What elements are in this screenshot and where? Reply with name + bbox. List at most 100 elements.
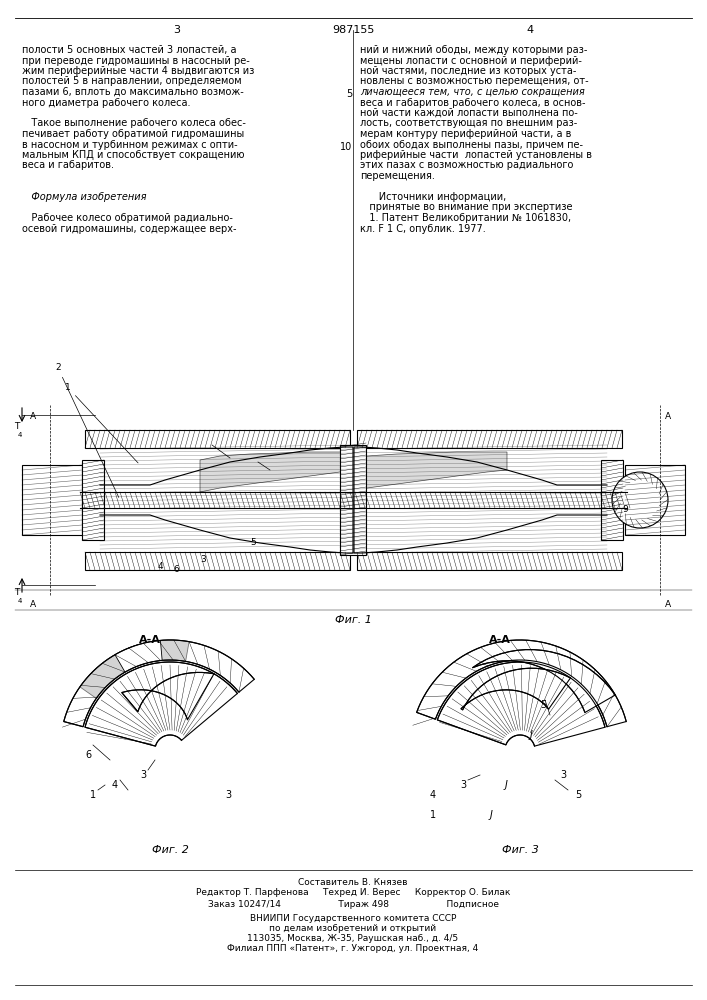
Circle shape — [612, 472, 668, 528]
Text: ВНИИПИ Государственного комитета СССР: ВНИИПИ Государственного комитета СССР — [250, 914, 456, 923]
Text: Составитель В. Князев: Составитель В. Князев — [298, 878, 408, 887]
Polygon shape — [64, 640, 255, 727]
Text: пазами 6, вплоть до максимально возмож-: пазами 6, вплоть до максимально возмож- — [22, 87, 244, 97]
Bar — [85, 552, 350, 570]
Bar — [601, 460, 623, 540]
Text: ной части каждой лопасти выполнена по-: ной части каждой лопасти выполнена по- — [360, 108, 578, 118]
Text: 3: 3 — [140, 770, 146, 780]
Text: Филиал ППП «Патент», г. Ужгород, ул. Проектная, 4: Филиал ППП «Патент», г. Ужгород, ул. Про… — [228, 944, 479, 953]
Text: 5: 5 — [346, 89, 352, 99]
Text: мальным КПД и способствует сокращению: мальным КПД и способствует сокращению — [22, 150, 245, 160]
Text: Фиг. 1: Фиг. 1 — [334, 615, 371, 625]
Text: жим периферийные части 4 выдвигаются из: жим периферийные части 4 выдвигаются из — [22, 66, 255, 76]
Text: Фиг. 2: Фиг. 2 — [151, 845, 189, 855]
Text: А-А: А-А — [139, 635, 161, 645]
Text: 6: 6 — [173, 565, 179, 574]
Text: 113035, Москва, Ж-35, Раушская наб., д. 4/5: 113035, Москва, Ж-35, Раушская наб., д. … — [247, 934, 459, 943]
Text: 4: 4 — [18, 432, 23, 438]
Text: обоих ободах выполнены пазы, причем пе-: обоих ободах выполнены пазы, причем пе- — [360, 139, 583, 149]
Text: 3: 3 — [200, 555, 206, 564]
Text: 1: 1 — [430, 810, 436, 820]
Text: 4: 4 — [430, 790, 436, 800]
Text: Формула изобретения: Формула изобретения — [22, 192, 146, 202]
Bar — [340, 445, 366, 555]
Text: J: J — [505, 780, 508, 790]
Text: по делам изобретений и открытий: по делам изобретений и открытий — [269, 924, 436, 933]
Polygon shape — [438, 662, 605, 746]
Polygon shape — [461, 668, 571, 710]
Polygon shape — [180, 465, 353, 535]
Text: ний и нижний ободы, между которыми раз-: ний и нижний ободы, между которыми раз- — [360, 45, 588, 55]
Text: Т: Т — [14, 588, 19, 597]
Text: ной частями, последние из которых уста-: ной частями, последние из которых уста- — [360, 66, 576, 76]
Text: 3: 3 — [460, 780, 466, 790]
Text: при переводе гидромашины в насосный ре-: при переводе гидромашины в насосный ре- — [22, 55, 250, 66]
Text: 1: 1 — [65, 383, 138, 463]
Text: Редактор Т. Парфенова     Техред И. Верес     Корректор О. Билак: Редактор Т. Парфенова Техред И. Верес Ко… — [196, 888, 510, 897]
Text: 10: 10 — [340, 141, 352, 151]
Text: А: А — [665, 412, 671, 421]
Text: кл. F 1 С, опублик. 1977.: кл. F 1 С, опублик. 1977. — [360, 224, 486, 233]
Text: 4: 4 — [527, 25, 534, 35]
Text: 4: 4 — [112, 780, 118, 790]
Text: лость, соответствующая по внешним раз-: лость, соответствующая по внешним раз- — [360, 118, 577, 128]
Text: веса и габаритов рабочего колеса, в основ-: веса и габаритов рабочего колеса, в осно… — [360, 98, 585, 107]
Text: 4: 4 — [18, 598, 23, 604]
Text: печивает работу обратимой гидромашины: печивает работу обратимой гидромашины — [22, 129, 244, 139]
Text: полостей 5 в направлении, определяемом: полостей 5 в направлении, определяемом — [22, 77, 242, 87]
Bar — [625, 465, 685, 535]
Text: в насосном и турбинном режимах с опти-: в насосном и турбинном режимах с опти- — [22, 139, 238, 149]
Polygon shape — [122, 672, 214, 720]
Text: А: А — [665, 600, 671, 609]
Text: 9: 9 — [622, 505, 628, 514]
Text: осевой гидромашины, содержащее верх-: осевой гидромашины, содержащее верх- — [22, 224, 237, 233]
Text: J: J — [490, 810, 493, 820]
Text: А: А — [30, 600, 36, 609]
Bar — [82, 460, 104, 540]
Text: 3: 3 — [225, 790, 231, 800]
Text: риферийные части  лопастей установлены в: риферийные части лопастей установлены в — [360, 150, 592, 160]
Text: новлены с возможностью перемещения, от-: новлены с возможностью перемещения, от- — [360, 77, 589, 87]
Bar — [357, 430, 622, 448]
Text: принятые во внимание при экспертизе: принятые во внимание при экспертизе — [360, 202, 573, 213]
Text: полости 5 основных частей 3 лопастей, а: полости 5 основных частей 3 лопастей, а — [22, 45, 237, 55]
Polygon shape — [200, 452, 353, 492]
Bar — [22, 465, 82, 535]
Text: мещены лопасти с основной и периферий-: мещены лопасти с основной и периферий- — [360, 55, 582, 66]
Text: веса и габаритов.: веса и габаритов. — [22, 160, 114, 170]
Text: мерам контуру периферийной части, а в: мерам контуру периферийной части, а в — [360, 129, 571, 139]
Text: J: J — [530, 730, 533, 740]
Text: этих пазах с возможностью радиального: этих пазах с возможностью радиального — [360, 160, 573, 170]
Text: 5: 5 — [575, 790, 581, 800]
Text: 1. Патент Великобритании № 1061830,: 1. Патент Великобритании № 1061830, — [360, 213, 571, 223]
Text: 1: 1 — [90, 790, 96, 800]
Text: Источники информации,: Источники информации, — [360, 192, 506, 202]
Polygon shape — [416, 640, 626, 727]
Text: личающееся тем, что, с целью сокращения: личающееся тем, что, с целью сокращения — [360, 87, 585, 97]
Polygon shape — [100, 447, 353, 553]
Bar — [357, 552, 622, 570]
Text: Заказ 10247/14                    Тираж 498                    Подписное: Заказ 10247/14 Тираж 498 Подписное — [207, 900, 498, 909]
Text: Рабочее колесо обратимой радиально-: Рабочее колесо обратимой радиально- — [22, 213, 233, 223]
Polygon shape — [115, 640, 162, 672]
Text: перемещения.: перемещения. — [360, 171, 435, 181]
Text: 4: 4 — [158, 562, 163, 571]
Text: А-А: А-А — [489, 635, 511, 645]
Text: 3: 3 — [560, 770, 566, 780]
Text: ного диаметра рабочего колеса.: ного диаметра рабочего колеса. — [22, 98, 190, 107]
Text: 5: 5 — [250, 538, 256, 547]
Polygon shape — [354, 447, 607, 553]
Text: Т: Т — [14, 422, 19, 431]
Text: 3: 3 — [173, 25, 180, 35]
Polygon shape — [354, 452, 507, 492]
Text: Такое выполнение рабочего колеса обес-: Такое выполнение рабочего колеса обес- — [22, 118, 246, 128]
Polygon shape — [354, 465, 527, 535]
Text: А: А — [30, 412, 36, 421]
Text: Фиг. 3: Фиг. 3 — [501, 845, 539, 855]
Text: 987155: 987155 — [332, 25, 374, 35]
Text: 5: 5 — [540, 700, 547, 710]
Text: 6: 6 — [85, 750, 91, 760]
Polygon shape — [80, 640, 189, 698]
Polygon shape — [85, 662, 238, 746]
Polygon shape — [472, 650, 615, 712]
